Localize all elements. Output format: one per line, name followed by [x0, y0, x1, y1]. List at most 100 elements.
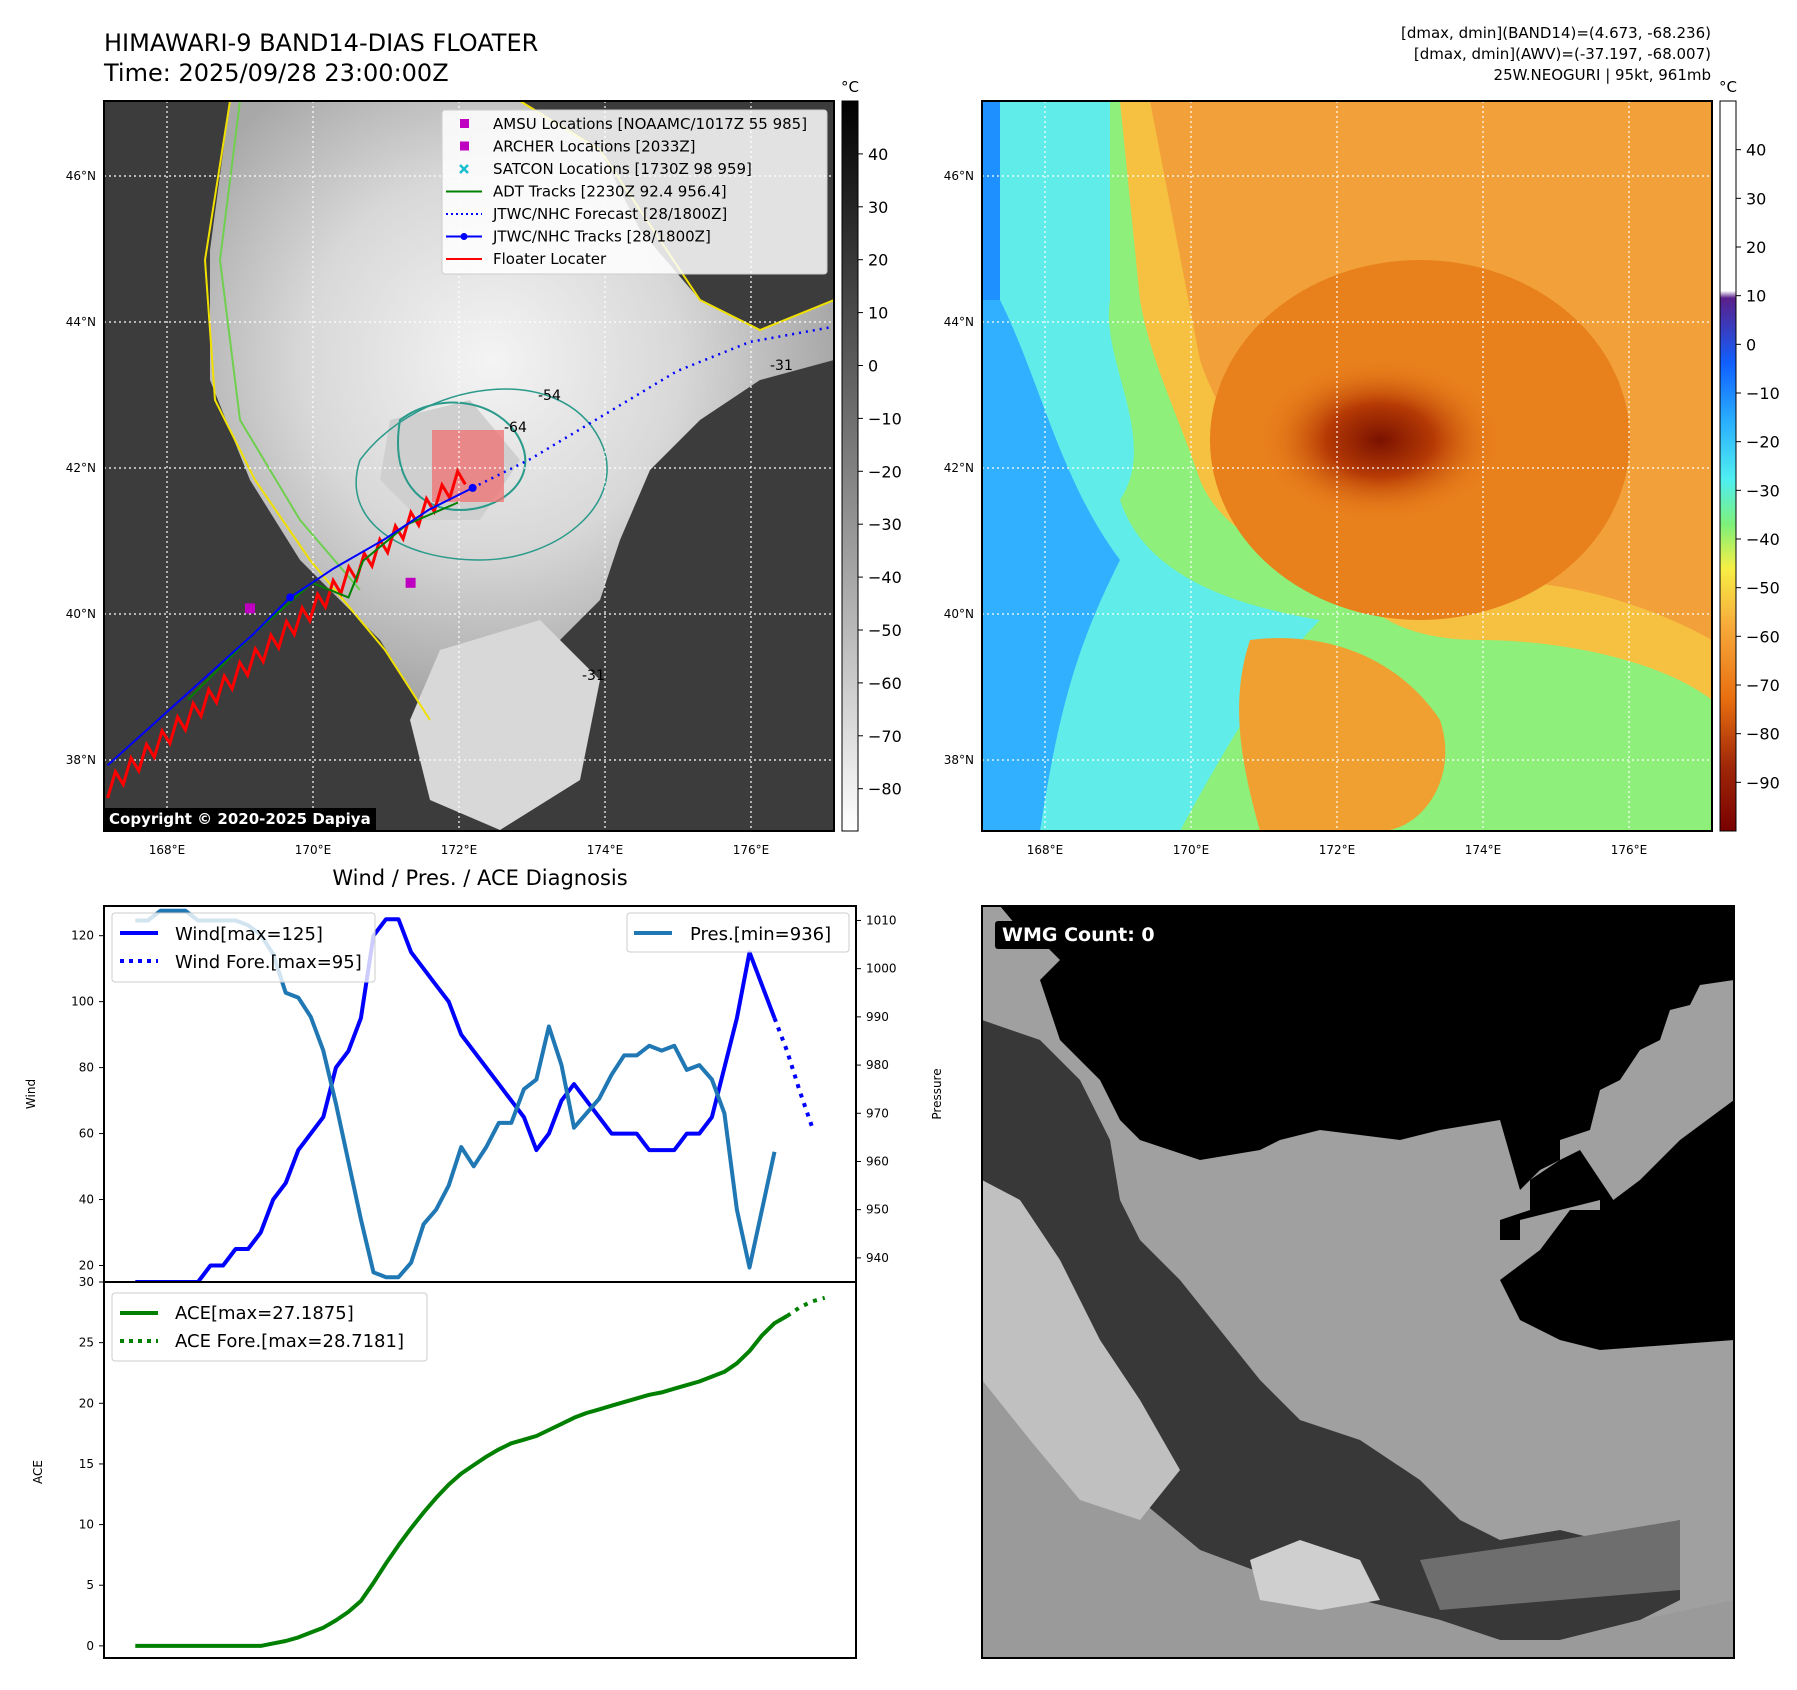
map-legend-label: JTWC/NHC Tracks [28/1800Z]: [492, 228, 711, 246]
ace-fore-legend-label: ACE Fore.[max=28.7181]: [175, 1331, 404, 1352]
archer-location: [405, 577, 416, 588]
info-band14: [dmax, dmin](BAND14)=(4.673, -68.236): [1401, 24, 1711, 42]
lat-label: 46°N: [66, 169, 96, 183]
lon-label: 176°E: [1611, 843, 1648, 857]
lat-label: 38°N: [944, 753, 974, 767]
ace-tick-label: 5: [86, 1578, 94, 1592]
colorbar-tick-label: −10: [1746, 384, 1780, 403]
colorbar-tick-label: 20: [868, 251, 888, 270]
lat-label: 44°N: [66, 315, 96, 329]
wv-storm-core: [1260, 360, 1500, 520]
colorbar-tick-label: 40: [868, 145, 888, 164]
ace-forecast-line: [785, 1295, 826, 1318]
pres-legend-label: Pres.[min=936]: [690, 924, 831, 945]
wv-axis-labels: 168°E 170°E 172°E 174°E 176°E 46°N 44°N …: [944, 169, 1648, 857]
wmg-frame: [981, 905, 1735, 1659]
map-legend-label: SATCON Locations [1730Z 98 959]: [493, 160, 752, 178]
info-awv: [dmax, dmin](AWV)=(-37.197, -68.007): [1414, 45, 1711, 63]
ir-contour-yellow: [203, 101, 431, 721]
lat-label: 42°N: [944, 461, 974, 475]
ir-contour-green: [218, 101, 361, 591]
info-storm: 25W.NEOGURI | 95kt, 961mb: [1494, 66, 1711, 84]
map-legend-label: ADT Tracks [2230Z 92.4 956.4]: [493, 183, 727, 201]
colorbar-tick-label: −70: [1746, 676, 1780, 695]
wind-legend-box: [111, 912, 376, 983]
colorbar-tick-label: −30: [1746, 481, 1780, 500]
colorbar-tick-label: 30: [868, 198, 888, 217]
colorbar-left-bar: [841, 100, 859, 832]
wmg-lower-gray: [982, 1300, 1734, 1658]
pres-legend-box: [626, 912, 850, 953]
wv-map-frame: [981, 100, 1713, 832]
lon-label: 170°E: [295, 843, 332, 857]
colorbar-tick-label: 20: [1746, 238, 1766, 257]
colorbar-tick-label: 0: [1746, 335, 1756, 354]
wmg-black-region: [1000, 906, 1734, 1280]
map-legend-item: ARCHER Locations [2033Z]: [460, 138, 696, 156]
colorbar-right: °C 40 30 20 10 0 −10 −20 −30 −40 −50 −60 −70 −80 −90: [1719, 78, 1780, 832]
colorbar-tick-label: −70: [868, 727, 902, 746]
pressure-tick-label: 980: [866, 1058, 889, 1072]
legend-dot-marker: [460, 233, 468, 240]
lat-label: 44°N: [944, 315, 974, 329]
copyright-label: Copyright © 2020-2025 Dapiya: [104, 808, 376, 830]
lon-label: 172°E: [1319, 843, 1356, 857]
contour-label: -31: [770, 358, 793, 374]
colorbar-tick-label: 10: [868, 304, 888, 323]
wmg-count-label: WMG Count: 0: [995, 921, 1162, 949]
ir-map-frame: [103, 100, 835, 832]
map-legend-item: ADT Tracks [2230Z 92.4 956.4]: [446, 183, 727, 201]
colorbar-tick-label: −30: [868, 515, 902, 534]
lon-label: 174°E: [1465, 843, 1502, 857]
map-legend-label: AMSU Locations [NOAAMC/1017Z 55 985]: [493, 115, 807, 133]
pressure-tick-label: 1000: [866, 962, 897, 976]
wind-tick-label: 80: [79, 1061, 94, 1075]
floater-locater-track: [106, 467, 467, 799]
ir-axis-labels: 168°E 170°E 172°E 174°E 176°E 46°N 44°N …: [66, 169, 770, 857]
colorbar-tick-label: −40: [868, 568, 902, 587]
map-legend-box: [441, 109, 828, 275]
colorbar-tick-label: 10: [1746, 287, 1766, 306]
jtwc-track-point: [286, 593, 295, 602]
wind-tick-label: 40: [79, 1193, 94, 1207]
map-legend-label: ARCHER Locations [2033Z]: [493, 138, 696, 156]
colorbar-tick-label: −40: [1746, 530, 1780, 549]
colorbar-tick-label: −50: [1746, 579, 1780, 598]
wmg-mid-patch: [1420, 1520, 1680, 1610]
wind-tick-label: 100: [71, 995, 94, 1009]
pressure-tick-label: 990: [866, 1010, 889, 1024]
legend-square-marker: [460, 119, 469, 128]
ace-line: [135, 1314, 789, 1648]
wind-tick-label: 60: [79, 1127, 94, 1141]
lon-label: 168°E: [149, 843, 186, 857]
lon-label: 172°E: [441, 843, 478, 857]
wv-dry-west: [982, 300, 1120, 831]
colorbar-tick-label: 0: [868, 356, 878, 375]
lat-label: 42°N: [66, 461, 96, 475]
ace-legend-label: ACE[max=27.1875]: [175, 1303, 354, 1324]
ir-contour-cold: [397, 401, 527, 512]
map-tracks: [106, 326, 831, 799]
wmg-light-strip: [982, 1180, 1180, 1520]
lat-label: 40°N: [944, 607, 974, 621]
ace-legend-box: [111, 1292, 428, 1362]
contour-labels: -54 -64 -31 -31: [504, 358, 793, 684]
lat-label: 38°N: [66, 753, 96, 767]
colorbar-right-bar: [1719, 100, 1737, 832]
diagnosis-title: Wind / Pres. / ACE Diagnosis: [332, 866, 627, 890]
pressure-axis-label: Pressure: [930, 1068, 944, 1119]
colorbar-tick-label: −80: [1746, 725, 1780, 744]
ir-south-cloud: [410, 620, 600, 830]
colorbar-tick-label: −60: [1746, 627, 1780, 646]
map-legend-label: Floater Locater: [493, 250, 607, 268]
pressure-tick-label: 1010: [866, 913, 897, 927]
pressure-tick-label: 970: [866, 1106, 889, 1120]
ace-chart: 0 5 10 15 20 25 30 ACE ACE[max=27.1875] ACE Fo…: [31, 1275, 857, 1659]
jtwc-track: [106, 487, 474, 767]
lon-label: 170°E: [1173, 843, 1210, 857]
wind-fore-legend-label: Wind Fore.[max=95]: [175, 952, 362, 973]
map-legend-item: JTWC/NHC Tracks [28/1800Z]: [446, 228, 711, 246]
colorbar-tick-label: −50: [868, 621, 902, 640]
figure-time: Time: 2025/09/28 23:00:00Z: [103, 59, 449, 87]
